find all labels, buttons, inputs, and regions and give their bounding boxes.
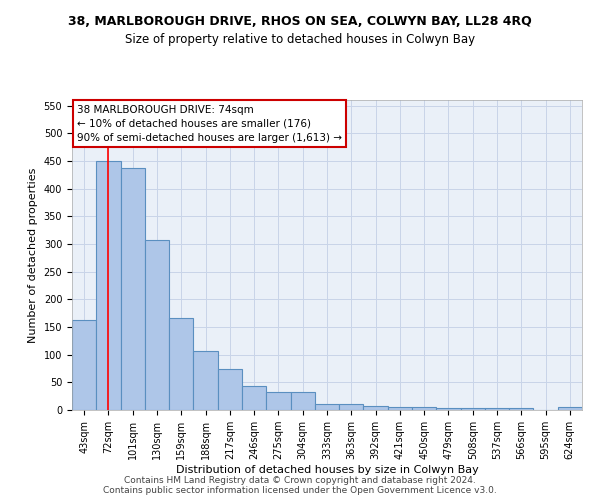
Bar — [558, 407, 582, 410]
Bar — [509, 408, 533, 410]
Bar — [485, 408, 509, 410]
Bar — [388, 407, 412, 410]
X-axis label: Distribution of detached houses by size in Colwyn Bay: Distribution of detached houses by size … — [176, 465, 478, 475]
Text: Contains HM Land Registry data © Crown copyright and database right 2024.
Contai: Contains HM Land Registry data © Crown c… — [103, 476, 497, 495]
Bar — [193, 352, 218, 410]
Bar — [266, 392, 290, 410]
Bar — [72, 320, 96, 410]
Bar — [461, 408, 485, 410]
Bar — [436, 408, 461, 410]
Bar — [218, 369, 242, 410]
Bar — [290, 392, 315, 410]
Bar — [145, 240, 169, 410]
Text: 38, MARLBOROUGH DRIVE, RHOS ON SEA, COLWYN BAY, LL28 4RQ: 38, MARLBOROUGH DRIVE, RHOS ON SEA, COLW… — [68, 15, 532, 28]
Bar — [169, 318, 193, 410]
Bar — [242, 386, 266, 410]
Text: 38 MARLBOROUGH DRIVE: 74sqm
← 10% of detached houses are smaller (176)
90% of se: 38 MARLBOROUGH DRIVE: 74sqm ← 10% of det… — [77, 104, 342, 142]
Text: Size of property relative to detached houses in Colwyn Bay: Size of property relative to detached ho… — [125, 32, 475, 46]
Y-axis label: Number of detached properties: Number of detached properties — [28, 168, 38, 342]
Bar — [121, 168, 145, 410]
Bar — [364, 406, 388, 410]
Bar — [315, 404, 339, 410]
Bar — [96, 161, 121, 410]
Bar — [412, 407, 436, 410]
Bar — [339, 404, 364, 410]
